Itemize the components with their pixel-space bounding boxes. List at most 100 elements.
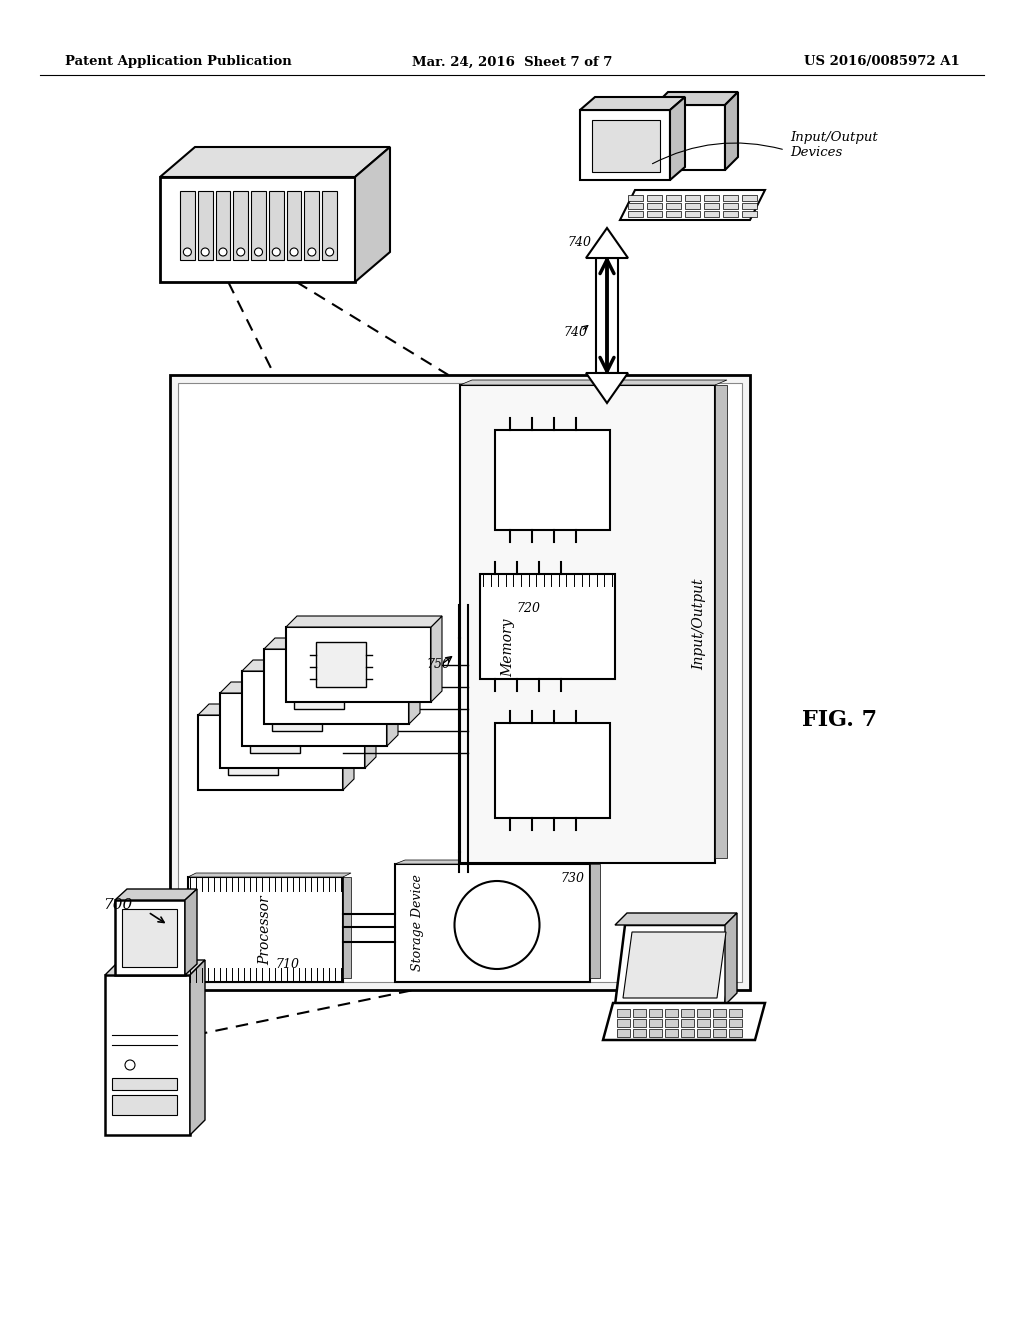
- Text: Memory: Memory: [501, 619, 515, 677]
- Bar: [713, 1008, 726, 1016]
- Bar: [647, 195, 662, 201]
- Bar: [112, 1078, 177, 1090]
- Bar: [729, 1030, 742, 1038]
- Bar: [705, 195, 719, 201]
- Bar: [697, 1030, 710, 1038]
- Bar: [198, 715, 343, 789]
- Ellipse shape: [455, 880, 540, 969]
- Polygon shape: [185, 888, 197, 975]
- Text: Input/Output: Input/Output: [692, 578, 706, 669]
- Polygon shape: [355, 147, 390, 282]
- Polygon shape: [365, 682, 376, 768]
- Text: 740: 740: [567, 236, 591, 249]
- Polygon shape: [115, 888, 197, 900]
- Bar: [233, 191, 248, 260]
- Bar: [250, 708, 300, 752]
- Polygon shape: [198, 704, 354, 715]
- Polygon shape: [409, 638, 420, 723]
- Bar: [665, 1030, 678, 1038]
- Bar: [628, 203, 643, 209]
- Bar: [198, 191, 213, 260]
- Bar: [713, 1019, 726, 1027]
- Bar: [685, 203, 700, 209]
- Polygon shape: [264, 638, 420, 649]
- Bar: [160, 177, 355, 282]
- Bar: [480, 574, 615, 678]
- Ellipse shape: [290, 248, 298, 256]
- Bar: [251, 191, 266, 260]
- Polygon shape: [188, 873, 351, 876]
- Bar: [649, 1008, 662, 1016]
- Bar: [681, 1008, 694, 1016]
- Bar: [705, 203, 719, 209]
- Bar: [666, 195, 681, 201]
- Bar: [216, 191, 230, 260]
- Bar: [742, 195, 757, 201]
- Text: FIG. 7: FIG. 7: [803, 709, 878, 731]
- Bar: [666, 211, 681, 216]
- Polygon shape: [670, 96, 685, 180]
- Bar: [112, 1096, 177, 1115]
- Bar: [460, 385, 715, 863]
- Bar: [272, 686, 322, 731]
- Ellipse shape: [326, 248, 334, 256]
- Polygon shape: [115, 900, 185, 975]
- Polygon shape: [387, 660, 398, 746]
- Polygon shape: [586, 228, 628, 257]
- Polygon shape: [242, 660, 398, 671]
- Text: 700: 700: [103, 898, 133, 912]
- Bar: [697, 1019, 710, 1027]
- Bar: [666, 203, 681, 209]
- Text: 740: 740: [563, 326, 587, 339]
- Bar: [304, 191, 319, 260]
- Bar: [715, 385, 727, 858]
- Polygon shape: [586, 374, 628, 403]
- Text: Processor: Processor: [258, 895, 272, 965]
- Polygon shape: [460, 380, 727, 385]
- Ellipse shape: [183, 248, 191, 256]
- Bar: [495, 723, 610, 818]
- Bar: [617, 1030, 630, 1038]
- Bar: [723, 195, 738, 201]
- Text: US 2016/0085972 A1: US 2016/0085972 A1: [804, 55, 961, 69]
- Ellipse shape: [272, 248, 281, 256]
- Bar: [705, 211, 719, 216]
- Bar: [681, 1019, 694, 1027]
- Polygon shape: [580, 96, 685, 110]
- Bar: [316, 642, 366, 686]
- Ellipse shape: [125, 1060, 135, 1071]
- Polygon shape: [725, 92, 738, 170]
- Bar: [649, 1019, 662, 1027]
- Polygon shape: [286, 616, 442, 627]
- Bar: [723, 203, 738, 209]
- Bar: [649, 1030, 662, 1038]
- Bar: [220, 693, 365, 768]
- Polygon shape: [620, 190, 765, 220]
- Text: Storage Device: Storage Device: [411, 875, 424, 972]
- Bar: [685, 195, 700, 201]
- Bar: [729, 1008, 742, 1016]
- Polygon shape: [105, 975, 190, 1135]
- Bar: [596, 257, 618, 374]
- Polygon shape: [160, 147, 390, 177]
- Bar: [269, 191, 284, 260]
- Bar: [590, 865, 600, 978]
- Polygon shape: [615, 913, 737, 925]
- Ellipse shape: [237, 248, 245, 256]
- Bar: [617, 1008, 630, 1016]
- Ellipse shape: [308, 248, 315, 256]
- Text: 730: 730: [560, 873, 584, 886]
- Polygon shape: [603, 1003, 765, 1040]
- Polygon shape: [655, 106, 725, 170]
- Text: 750: 750: [426, 657, 450, 671]
- Bar: [628, 195, 643, 201]
- Bar: [647, 211, 662, 216]
- Bar: [633, 1008, 646, 1016]
- Text: Mar. 24, 2016  Sheet 7 of 7: Mar. 24, 2016 Sheet 7 of 7: [412, 55, 612, 69]
- Bar: [665, 1008, 678, 1016]
- Bar: [495, 430, 610, 531]
- Bar: [685, 211, 700, 216]
- Bar: [592, 120, 660, 172]
- Bar: [180, 191, 195, 260]
- Polygon shape: [623, 932, 726, 998]
